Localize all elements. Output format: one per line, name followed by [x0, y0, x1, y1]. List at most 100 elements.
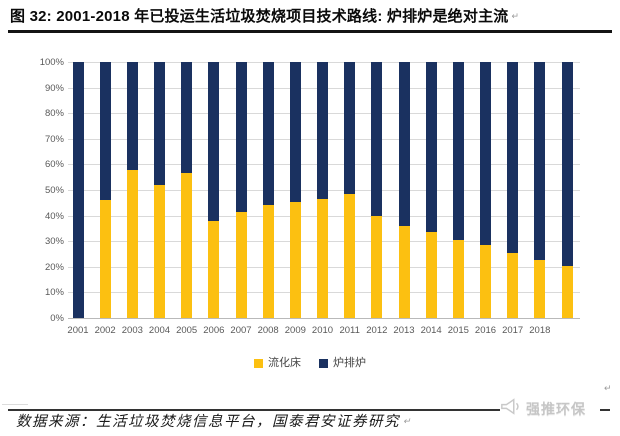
- bar-segment-fluidized-bed: [126, 169, 138, 318]
- bar-segment-grate-furnace: [425, 62, 437, 233]
- x-tick-label: 2006: [203, 325, 225, 336]
- brand-watermark: 强推环保: [500, 397, 600, 421]
- data-source-text: 数据来源：生活垃圾焚烧信息平台，国泰君安证券研究: [16, 414, 400, 430]
- bar-segment-fluidized-bed: [425, 232, 437, 318]
- legend-item-fluidized-bed: 流化床: [254, 357, 301, 370]
- x-tick-label: 2010: [311, 325, 334, 336]
- paragraph-return-mark: ↵: [604, 383, 612, 393]
- bar-segment-grate-furnace: [371, 62, 383, 216]
- bar-2014: [425, 62, 437, 318]
- bar-segment-fluidized-bed: [452, 239, 464, 318]
- bar-segment-grate-furnace: [317, 62, 328, 199]
- x-tick-label: 2016: [474, 325, 497, 336]
- figure-title-text: 图 32: 2001-2018 年已投运生活垃圾焚烧项目技术路线: 炉排炉是绝对…: [10, 8, 509, 25]
- bar-segment-grate-furnace: [507, 62, 519, 253]
- bar-segment-grate-furnace: [289, 62, 301, 202]
- paragraph-return-mark: ↵: [403, 416, 413, 426]
- legend-label-fluidized-bed: 流化床: [268, 356, 301, 369]
- y-tick-label: 30%: [44, 236, 64, 248]
- x-tick-label: 2003: [121, 325, 143, 336]
- bar-segment-grate-furnace: [452, 62, 464, 240]
- data-source-note: 数据来源：生活垃圾焚烧信息平台，国泰君安证券研究 ↵: [16, 411, 412, 433]
- bar-segment-fluidized-bed: [480, 245, 491, 318]
- bar-segment-fluidized-bed: [181, 173, 193, 318]
- megaphone-icon: [500, 397, 522, 421]
- bar-segment-grate-furnace: [344, 62, 356, 194]
- paragraph-return-mark: ↵: [511, 11, 520, 21]
- y-tick-label: 10%: [44, 287, 64, 299]
- y-tick-label: 60%: [44, 159, 64, 171]
- bar-segment-grate-furnace: [262, 62, 274, 206]
- bar-2008: [262, 62, 274, 318]
- y-tick-label: 100%: [39, 57, 64, 68]
- bar-2005: [181, 62, 193, 318]
- bar-2013: [398, 62, 410, 318]
- legend-item-grate-furnace: 炉排炉: [319, 357, 366, 370]
- bar-segment-grate-furnace: [534, 62, 546, 261]
- x-tick-label: 2009: [284, 325, 306, 336]
- bar-segment-fluidized-bed: [507, 252, 519, 318]
- bar-segment-grate-furnace: [398, 62, 410, 226]
- bar-segment-grate-furnace: [235, 62, 247, 212]
- bar-2016: [480, 62, 491, 318]
- x-tick-label: 2004: [148, 325, 171, 336]
- bar-2015: [452, 62, 464, 318]
- bar-segment-grate-furnace: [480, 62, 491, 246]
- x-tick-label: 2005: [176, 325, 198, 336]
- y-tick-label: 90%: [44, 82, 64, 94]
- x-tick-label: 2015: [447, 325, 469, 336]
- legend-swatch-grate-furnace: [319, 358, 328, 368]
- bar-segment-fluidized-bed: [154, 184, 165, 318]
- left-margin-line-stub: [2, 404, 28, 405]
- bar-2017: [507, 62, 519, 318]
- bar-segment-fluidized-bed: [371, 215, 383, 318]
- x-tick-label: 2018: [529, 325, 551, 336]
- bar-segment-fluidized-bed: [317, 198, 328, 318]
- bar-segment-fluidized-bed: [344, 193, 356, 318]
- bar-segment-fluidized-bed: [534, 260, 546, 318]
- bar-segment-grate-furnace: [99, 62, 111, 201]
- bar-segment-grate-furnace: [208, 62, 220, 221]
- y-tick-label: 70%: [44, 133, 64, 145]
- y-tick-label: 20%: [44, 261, 64, 273]
- legend-swatch-fluidized-bed: [254, 358, 263, 368]
- bar-2007: [235, 62, 247, 318]
- y-tick-label: 80%: [44, 108, 64, 120]
- bar-2003: [126, 62, 138, 318]
- bar-segment-grate-furnace: [154, 62, 165, 185]
- x-tick-label: 2013: [393, 325, 415, 336]
- x-tick-label: 2008: [257, 325, 279, 336]
- x-tick-label: 2001: [67, 325, 89, 336]
- x-tick-label: 2017: [502, 325, 524, 336]
- bar-segment-fluidized-bed: [262, 205, 274, 318]
- chart-legend: 流化床 炉排炉: [0, 356, 620, 370]
- bar-2001: [72, 62, 84, 318]
- bar-2011: [344, 62, 356, 318]
- bar-segment-fluidized-bed: [561, 265, 573, 318]
- x-tick-label: 2014: [420, 325, 442, 336]
- bar-segment-fluidized-bed: [99, 200, 111, 318]
- bar-segment-fluidized-bed: [235, 211, 247, 318]
- x-tick-label: 2007: [230, 325, 252, 336]
- x-tick-label: 2011: [339, 325, 360, 336]
- bar-segment-grate-furnace: [126, 62, 138, 170]
- x-axis-line: [68, 318, 580, 319]
- bar-segment-grate-furnace: [561, 62, 573, 266]
- bar-2010: [317, 62, 328, 318]
- y-tick-label: 50%: [44, 185, 64, 196]
- x-tick-label: 2002: [94, 325, 116, 336]
- bar-2006: [208, 62, 220, 318]
- watermark-text: 强推环保: [526, 401, 586, 417]
- bar-2018: [534, 62, 546, 318]
- bar-segment-grate-furnace: [181, 62, 193, 174]
- bar-segment-fluidized-bed: [289, 201, 301, 318]
- bar-2009: [289, 62, 301, 318]
- y-tick-label: 40%: [44, 210, 64, 222]
- x-tick-label: 2012: [366, 325, 388, 336]
- title-underline: [8, 30, 612, 33]
- bar-segment-fluidized-bed: [208, 220, 220, 318]
- figure-title: 图 32: 2001-2018 年已投运生活垃圾焚烧项目技术路线: 炉排炉是绝对…: [10, 5, 614, 28]
- bar-segment-grate-furnace: [72, 62, 84, 318]
- legend-label-grate-furnace: 炉排炉: [333, 356, 366, 369]
